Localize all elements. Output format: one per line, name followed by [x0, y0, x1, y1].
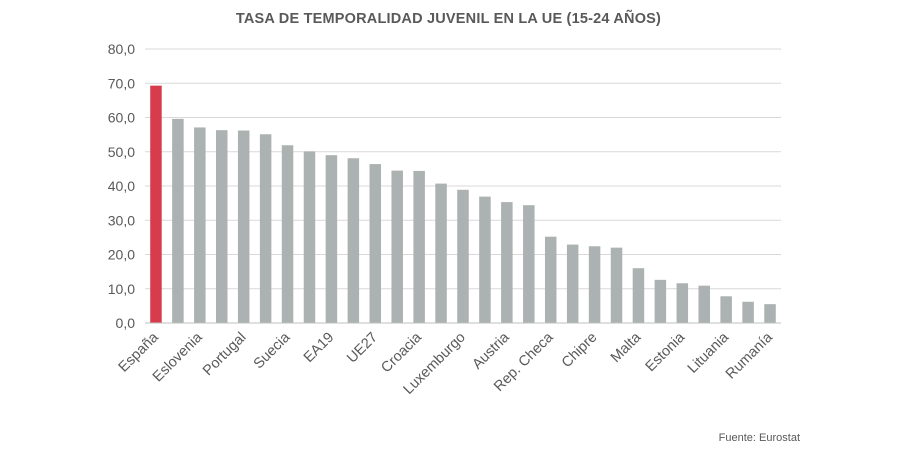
bar [172, 118, 184, 324]
bar [303, 151, 316, 323]
y-tick-label: 70,0 [108, 75, 135, 91]
bar [544, 236, 557, 323]
bar [610, 247, 623, 323]
x-tick-label: Suecia [251, 329, 294, 372]
x-tick-label: Estonia [643, 329, 689, 375]
bar [347, 158, 360, 323]
bar [676, 283, 689, 323]
bar [413, 170, 425, 323]
y-tick-label: 50,0 [108, 144, 135, 160]
bar [523, 205, 535, 323]
bar [194, 127, 206, 324]
bar [325, 155, 338, 323]
bar [632, 268, 645, 323]
bar [259, 134, 272, 323]
y-tick-label: 0,0 [116, 315, 136, 331]
y-tick-label: 30,0 [108, 212, 135, 228]
bar [369, 164, 382, 323]
x-tick-label: Malta [608, 329, 645, 366]
x-tick-label: UE27 [344, 330, 381, 367]
x-tick-label: Austria [469, 329, 513, 373]
bar [216, 130, 228, 323]
bar [742, 301, 754, 323]
y-tick-label: 20,0 [108, 247, 135, 263]
x-tick-label: Chipre [559, 330, 601, 372]
bar [764, 304, 776, 323]
x-tick-label: Portugal [200, 330, 250, 380]
x-tick-label: EA19 [301, 330, 337, 366]
x-tick-label: Rumanía [723, 329, 777, 383]
bar [435, 183, 447, 323]
bar [391, 170, 403, 323]
bar [281, 145, 294, 323]
source-note: Fuente: Eurostat [718, 432, 800, 444]
bar [566, 244, 579, 323]
bar [654, 279, 667, 323]
chart-title: TASA DE TEMPORALIDAD JUVENIL EN LA UE (1… [235, 11, 662, 27]
bar [457, 189, 469, 323]
y-tick-label: 10,0 [108, 281, 135, 297]
bar [698, 285, 710, 323]
y-tick-label: 80,0 [108, 41, 135, 57]
bar [237, 130, 250, 323]
y-tick-label: 40,0 [108, 178, 135, 194]
bar [479, 196, 491, 323]
x-tick-label: Eslovenia [150, 329, 206, 385]
bar [501, 202, 513, 323]
bar [150, 85, 162, 324]
bar [588, 246, 601, 323]
y-tick-label: 60,0 [108, 110, 135, 126]
bar [720, 296, 732, 323]
